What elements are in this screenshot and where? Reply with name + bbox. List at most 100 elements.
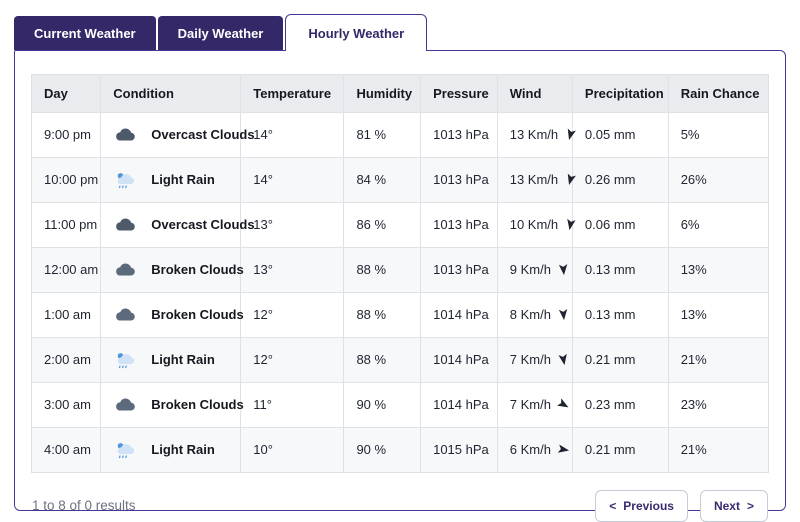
chevron-left-icon: < <box>609 498 617 513</box>
rain-chance-cell: 5% <box>667 111 770 158</box>
condition-cell: Light Rain <box>100 156 242 203</box>
column-header-pressure: Pressure <box>420 73 498 113</box>
precipitation-cell: 0.21 mm <box>571 336 669 383</box>
temperature-cell: 11° <box>240 381 345 428</box>
weather-app: Current Weather Daily Weather Hourly Wea… <box>14 14 786 522</box>
condition-icon <box>113 396 137 414</box>
day-cell: 3:00 am <box>30 381 102 428</box>
condition-label: Light Rain <box>151 352 215 367</box>
condition-cell: Light Rain <box>100 336 242 383</box>
wind-direction-icon <box>557 308 569 322</box>
table-row: 11:00 pm <box>30 201 770 248</box>
pressure-cell: 1014 hPa <box>420 336 498 383</box>
wind-cell: 10 Km/h <box>496 201 576 248</box>
day-cell: 12:00 am <box>30 246 102 293</box>
day-cell: 4:00 am <box>30 426 102 473</box>
wind-cell: 13 Km/h <box>496 111 577 158</box>
condition-label: Overcast Clouds <box>151 217 255 232</box>
condition-icon <box>113 351 137 369</box>
precipitation-cell: 0.23 mm <box>571 381 669 428</box>
column-header-precipitation: Precipitation <box>571 73 669 113</box>
wind-speed: 9 Km/h <box>509 262 551 277</box>
table-row: 3:00 am <box>30 381 770 428</box>
rain-chance-cell: 21% <box>667 336 770 383</box>
condition-label: Broken Clouds <box>151 307 244 322</box>
day-cell: 1:00 am <box>30 291 102 338</box>
condition-cell: Broken Clouds <box>100 246 244 293</box>
temperature-cell: 12° <box>240 336 345 383</box>
humidity-cell: 90 % <box>343 381 422 428</box>
precipitation-cell: 0.13 mm <box>571 246 669 293</box>
rain-chance-cell: 13% <box>667 291 770 338</box>
pressure-cell: 1013 hPa <box>420 156 498 203</box>
precipitation-cell: 0.26 mm <box>571 156 669 203</box>
wind-direction-icon <box>555 396 572 412</box>
precipitation-cell: 0.21 mm <box>571 426 669 473</box>
table-row: 9:00 pm <box>30 111 770 158</box>
condition-label: Light Rain <box>151 442 215 457</box>
column-header-rain-chance: Rain Chance <box>667 73 770 113</box>
humidity-cell: 88 % <box>343 291 422 338</box>
rain-chance-cell: 23% <box>667 381 770 428</box>
temperature-cell: 14° <box>240 156 345 203</box>
wind-cell: 7 Km/h <box>496 381 573 428</box>
precipitation-cell: 0.05 mm <box>571 111 669 158</box>
temperature-cell: 10° <box>240 426 345 473</box>
wind-speed: 7 Km/h <box>509 352 551 367</box>
results-count: 1 to 8 of 0 results <box>32 498 136 513</box>
wind-direction-icon <box>556 443 571 456</box>
wind-cell: 13 Km/h <box>496 156 577 203</box>
wind-direction-icon <box>564 127 578 142</box>
rain-chance-cell: 6% <box>667 201 770 248</box>
condition-cell: Broken Clouds <box>100 291 244 338</box>
pressure-cell: 1013 hPa <box>420 111 498 158</box>
table-body: 9:00 pm <box>30 111 770 473</box>
column-header-condition: Condition <box>100 73 242 113</box>
wind-cell: 8 Km/h <box>496 291 573 338</box>
wind-direction-icon <box>564 217 577 232</box>
wind-speed: 10 Km/h <box>509 217 559 232</box>
humidity-cell: 81 % <box>343 111 422 158</box>
humidity-cell: 86 % <box>343 201 422 248</box>
condition-label: Overcast Clouds <box>151 127 255 142</box>
tab-hourly-weather[interactable]: Hourly Weather <box>285 14 428 51</box>
previous-button[interactable]: < Previous <box>595 489 688 522</box>
table-row: 2:00 am <box>30 336 770 383</box>
tab-daily-weather[interactable]: Daily Weather <box>157 15 284 50</box>
table-row: 4:00 am <box>30 426 770 473</box>
next-label: Next <box>713 498 740 513</box>
condition-icon <box>113 126 137 144</box>
precipitation-cell: 0.13 mm <box>571 291 669 338</box>
table-row: 1:00 am <box>30 291 770 338</box>
condition-icon <box>113 261 137 279</box>
wind-direction-icon <box>564 172 578 187</box>
column-header-humidity: Humidity <box>343 73 422 113</box>
condition-cell: Overcast Clouds <box>100 111 255 158</box>
day-cell: 11:00 pm <box>30 201 102 248</box>
hourly-weather-table: Day Condition Temperature Humidity Press… <box>30 73 770 473</box>
column-header-day: Day <box>30 73 102 113</box>
temperature-cell: 13° <box>240 201 345 248</box>
table-header-row: Day Condition Temperature Humidity Press… <box>30 73 770 113</box>
pagination: < Previous Next > <box>595 489 768 522</box>
wind-speed: 8 Km/h <box>509 307 551 322</box>
day-cell: 9:00 pm <box>30 111 102 158</box>
column-header-wind: Wind <box>496 73 573 113</box>
humidity-cell: 90 % <box>343 426 422 473</box>
wind-cell: 9 Km/h <box>496 246 573 293</box>
next-button[interactable]: Next > <box>699 489 768 522</box>
wind-direction-icon <box>557 263 569 277</box>
wind-cell: 7 Km/h <box>496 336 573 383</box>
condition-icon <box>113 441 137 459</box>
table-row: 12:00 am <box>30 246 770 293</box>
day-cell: 2:00 am <box>30 336 102 383</box>
tab-current-weather[interactable]: Current Weather <box>14 15 156 50</box>
rain-chance-cell: 13% <box>667 246 770 293</box>
condition-cell: Light Rain <box>100 426 242 473</box>
wind-cell: 6 Km/h <box>496 426 573 473</box>
precipitation-cell: 0.06 mm <box>571 201 669 248</box>
wind-speed: 7 Km/h <box>509 397 551 412</box>
tab-bar: Current Weather Daily Weather Hourly Wea… <box>14 14 786 51</box>
column-header-temperature: Temperature <box>240 73 345 113</box>
condition-label: Broken Clouds <box>151 262 244 277</box>
